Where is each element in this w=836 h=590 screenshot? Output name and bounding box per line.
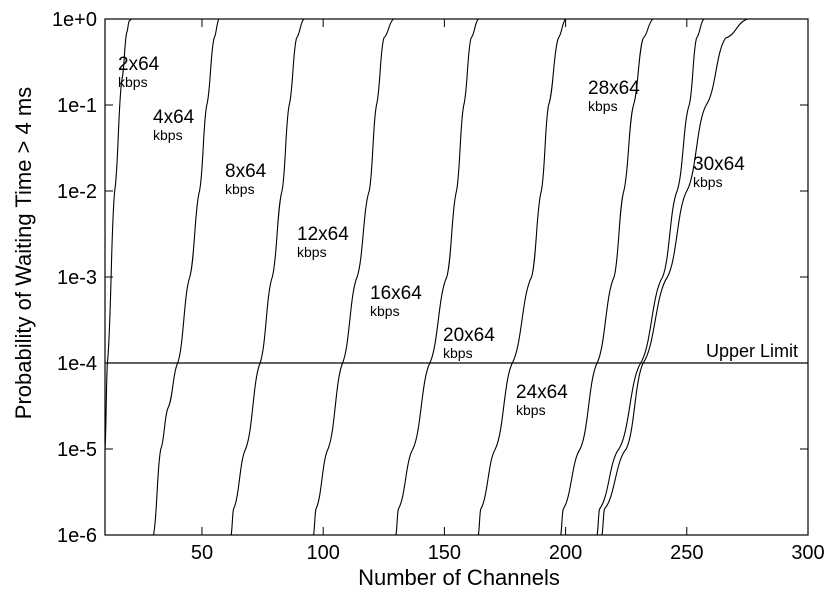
reference-lines: Upper Limit	[105, 341, 808, 364]
x-tick-label: 100	[306, 542, 339, 564]
series-line-24x64	[560, 18, 654, 536]
curve-label-2x64: 2x64	[118, 54, 160, 75]
series-line-12x64	[312, 18, 394, 536]
curve-label-30x64: 30x64	[693, 154, 745, 175]
y-tick-label: 1e-3	[57, 267, 97, 289]
curve-unit-4x64: kbps	[153, 127, 183, 143]
plot-frame	[104, 18, 809, 536]
curve-labels: 2x64kbps4x64kbps8x64kbps12x64kbps16x64kb…	[118, 54, 745, 418]
x-tick-label: 300	[791, 542, 824, 564]
x-tick-label: 50	[191, 542, 213, 564]
curves	[104, 18, 748, 536]
x-tick-label: 150	[428, 542, 461, 564]
curve-unit-8x64: kbps	[225, 181, 255, 197]
curve-unit-16x64: kbps	[370, 303, 400, 319]
x-tick-label: 250	[670, 542, 703, 564]
series-line-16x64	[395, 18, 479, 536]
y-tick-label: 1e-5	[57, 439, 97, 461]
curve-label-12x64: 12x64	[297, 224, 349, 245]
y-tick-label: 1e-1	[57, 95, 97, 117]
x-tick-label: 200	[549, 542, 582, 564]
curve-unit-30x64: kbps	[693, 174, 723, 190]
y-tick-label: 1e+0	[52, 9, 97, 31]
curve-unit-2x64: kbps	[118, 74, 148, 90]
series-line-4x64	[152, 18, 220, 536]
reference-line-label: Upper Limit	[706, 341, 798, 361]
curve-label-16x64: 16x64	[370, 283, 422, 304]
curve-unit-20x64: kbps	[443, 345, 473, 361]
series-line-20x64	[477, 18, 567, 536]
y-tick-label: 1e-4	[57, 353, 97, 375]
curve-label-20x64: 20x64	[443, 325, 495, 346]
series-line-30x64	[601, 18, 748, 536]
curve-label-28x64: 28x64	[588, 78, 640, 99]
plot-area	[104, 18, 809, 536]
curve-unit-12x64: kbps	[297, 244, 327, 260]
curve-unit-24x64: kbps	[516, 402, 546, 418]
curve-label-4x64: 4x64	[153, 107, 195, 128]
x-axis-title: Number of Channels	[358, 565, 560, 590]
curve-unit-28x64: kbps	[588, 98, 618, 114]
curve-label-24x64: 24x64	[516, 382, 568, 403]
y-axis-title: Probability of Waiting Time > 4 ms	[11, 87, 36, 419]
curve-label-8x64: 8x64	[225, 161, 267, 182]
y-tick-label: 1e-6	[57, 525, 97, 547]
series-line-8x64	[230, 18, 305, 536]
y-tick-label: 1e-2	[57, 181, 97, 203]
series-line-28x64	[596, 18, 705, 536]
axes: 50 100 150 200 250 300 1e-6 1e-5 1e-4 1e-3 1e-2 1e-…	[52, 9, 825, 564]
